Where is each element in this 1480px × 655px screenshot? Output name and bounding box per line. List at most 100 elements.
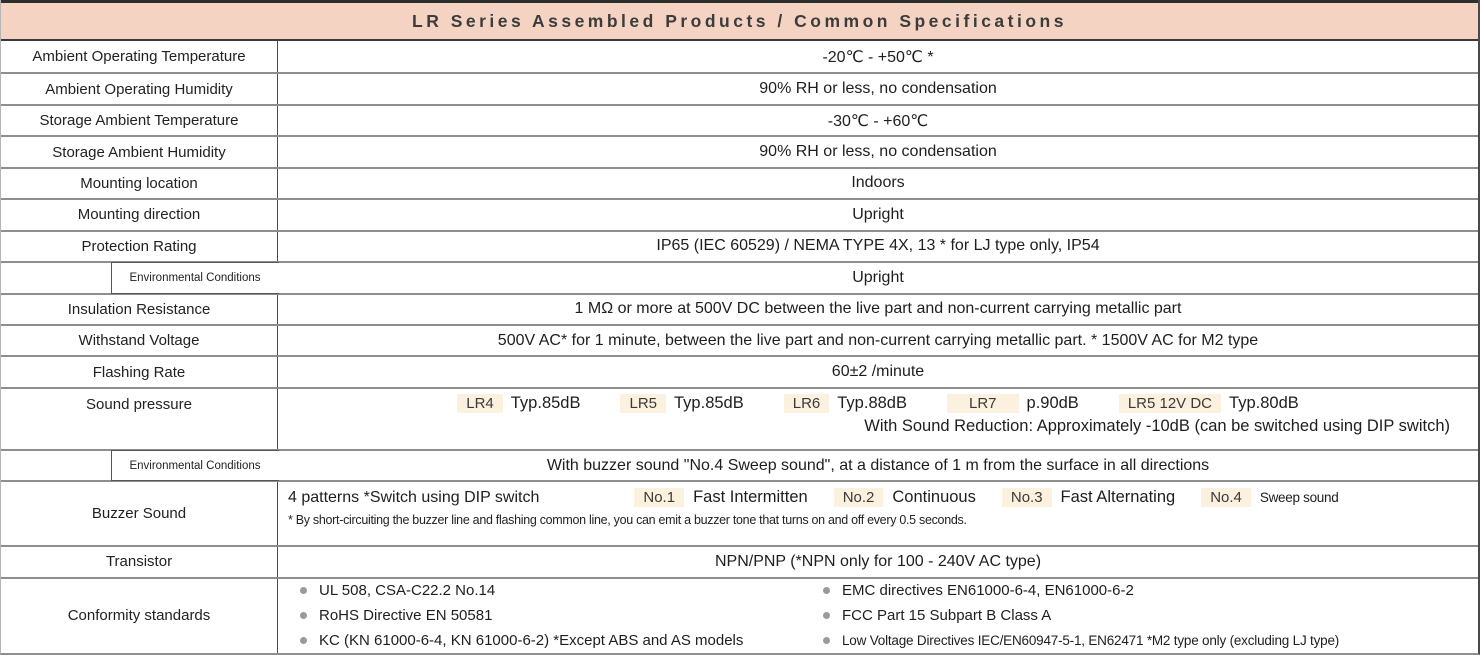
table-header: LR Series Assembled Products / Common Sp…	[1, 0, 1478, 41]
row-label: Insulation Resistance	[1, 294, 278, 324]
conformity-columns: UL 508, CSA-C22.2 No.14 RoHS Directive E…	[278, 578, 1478, 653]
pattern-name: Fast Intermitten	[693, 488, 808, 507]
sound-item: LR5 Typ.85dB	[620, 393, 744, 413]
conformity-column-1: UL 508, CSA-C22.2 No.14 RoHS Directive E…	[278, 578, 823, 653]
sound-item: LR4 Typ.85dB	[457, 393, 581, 413]
buzzer-sound-row: Buzzer Sound 4 patterns *Switch using DI…	[1, 480, 1478, 546]
list-item: KC (KN 61000-6-4, KN 61000-6-2) *Except …	[300, 628, 823, 653]
row-label: Storage Ambient Humidity	[1, 137, 278, 167]
table-row: Withstand Voltage 500V AC* for 1 minute,…	[1, 323, 1478, 356]
row-label: Storage Ambient Temperature	[1, 105, 278, 136]
sound-value-text: Typ.80dB	[1229, 393, 1299, 412]
sound-pressure-values: LR4 Typ.85dB LR5 Typ.85dB LR6 Typ.88dB L…	[278, 393, 1478, 413]
row-value: With buzzer sound "No.4 Sweep sound", at…	[546, 456, 1210, 474]
row-value: IP65 (IEC 60529) / NEMA TYPE 4X, 13 * fo…	[656, 237, 1100, 255]
row-label: Withstand Voltage	[1, 325, 278, 356]
row-value: LR4 Typ.85dB LR5 Typ.85dB LR6 Typ.88dB L…	[278, 389, 1478, 449]
row-value: 1 MΩ or more at 500V DC between the live…	[574, 300, 1182, 318]
buzzer-pattern: No.1 Fast Intermitten	[634, 488, 808, 508]
row-value: NPN/PNP (*NPN only for 100 - 240V AC typ…	[714, 552, 1042, 570]
bullet-icon	[300, 587, 307, 595]
row-label: Conformity standards	[1, 578, 278, 653]
bullet-icon	[823, 587, 830, 595]
environmental-conditions-sublabel: Environmental Conditions	[110, 262, 279, 294]
sound-item: LR5 12V DC Typ.80dB	[1118, 393, 1299, 413]
sound-value-text: Typ.88dB	[837, 393, 907, 412]
list-item: EMC directives EN61000-6-4, EN61000-6-2	[823, 578, 1478, 603]
table-row: Environmental Conditions Upright	[1, 261, 1478, 294]
row-label: Protection Rating	[1, 231, 278, 262]
sound-value-text: Typ.85dB	[510, 393, 581, 412]
model-badge: LR5	[620, 393, 667, 413]
row-value: Upright	[852, 268, 904, 286]
row-label: Ambient Operating Temperature	[1, 41, 278, 73]
row-value: -20℃ - +50℃ *	[822, 48, 934, 66]
row-value: 500V AC* for 1 minute, between the live …	[497, 331, 1259, 349]
table-row: Mounting location Indoors	[1, 166, 1478, 199]
standard-text: FCC Part 15 Subpart B Class A	[842, 607, 1052, 625]
row-label: Ambient Operating Humidity	[1, 74, 278, 104]
standard-text: EMC directives EN61000-6-4, EN61000-6-2	[842, 582, 1134, 600]
sound-reduction-note: With Sound Reduction: Approximately -10d…	[864, 416, 1450, 435]
row-value: Indoors	[851, 174, 905, 192]
buzzer-patterns: 4 patterns *Switch using DIP switch No.1…	[288, 488, 1478, 508]
list-item: FCC Part 15 Subpart B Class A	[823, 603, 1478, 628]
standard-text: UL 508, CSA-C22.2 No.14	[319, 582, 496, 600]
model-badge: LR5 12V DC	[1118, 393, 1222, 413]
row-value: UL 508, CSA-C22.2 No.14 RoHS Directive E…	[278, 579, 1478, 653]
pattern-number-badge: No.1	[634, 488, 685, 508]
table-row: Protection Rating IP65 (IEC 60529) / NEM…	[1, 229, 1478, 262]
bullet-icon	[823, 612, 830, 620]
list-item: UL 508, CSA-C22.2 No.14	[300, 578, 823, 603]
environmental-conditions-sublabel: Environmental Conditions	[110, 449, 279, 482]
row-label: Flashing Rate	[1, 357, 278, 387]
sound-pressure-row: Sound pressure LR4 Typ.85dB LR5 Typ.85dB…	[1, 386, 1478, 449]
list-item: Low Voltage Directives IEC/EN60947-5-1, …	[823, 628, 1478, 653]
bullet-icon	[300, 637, 307, 645]
table-row: Environmental Conditions With buzzer sou…	[1, 448, 1478, 482]
row-label: Mounting direction	[1, 200, 278, 230]
buzzer-intro-text: 4 patterns *Switch using DIP switch	[288, 488, 540, 506]
table-row: Mounting direction Upright	[1, 198, 1478, 230]
sound-value-text: Typ.85dB	[674, 393, 744, 412]
model-badge: LR4	[457, 393, 503, 413]
pattern-name: Fast Alternating	[1060, 488, 1176, 507]
row-value: 90% RH or less, no condensation	[759, 143, 997, 161]
standard-text: Low Voltage Directives IEC/EN60947-5-1, …	[842, 633, 1340, 649]
bullet-icon	[300, 612, 307, 620]
table-row: Storage Ambient Humidity 90% RH or less,…	[1, 135, 1478, 167]
row-label: Transistor	[1, 547, 278, 577]
pattern-name: Continuous	[892, 488, 976, 507]
pattern-number-badge: No.2	[833, 488, 884, 508]
row-label: Mounting location	[1, 168, 278, 199]
buzzer-footnote: * By short-circuiting the buzzer line an…	[288, 512, 967, 528]
sound-value-text: p.90dB	[1026, 393, 1079, 412]
sound-item: LR7 p.90dB	[946, 393, 1079, 413]
row-label: Environmental Conditions	[1, 449, 279, 482]
row-value: -30℃ - +60℃	[827, 112, 929, 130]
table-row: Ambient Operating Humidity 90% RH or les…	[1, 72, 1478, 104]
conformity-standards-row: Conformity standards UL 508, CSA-C22.2 N…	[1, 576, 1478, 653]
table-row: Flashing Rate 60±2 /minute	[1, 355, 1478, 387]
buzzer-pattern: No.4 Sweep sound	[1201, 488, 1339, 508]
standard-text: KC (KN 61000-6-4, KN 61000-6-2) *Except …	[319, 632, 744, 650]
conformity-column-2: EMC directives EN61000-6-4, EN61000-6-2 …	[823, 578, 1478, 653]
table-row: Insulation Resistance 1 MΩ or more at 50…	[1, 292, 1478, 324]
table-row: Transistor NPN/PNP (*NPN only for 100 - …	[1, 545, 1478, 577]
page-title: LR Series Assembled Products / Common Sp…	[412, 10, 1067, 31]
pattern-name: Sweep sound	[1259, 490, 1339, 506]
buzzer-pattern: No.3 Fast Alternating	[1001, 488, 1176, 508]
row-value: 60±2 /minute	[831, 363, 925, 381]
list-item: RoHS Directive EN 50581	[300, 603, 823, 628]
row-value: Upright	[852, 205, 904, 223]
row-label: Sound pressure	[1, 388, 278, 449]
model-badge: LR6	[783, 393, 830, 413]
table-row: Ambient Operating Temperature -20℃ - +50…	[1, 41, 1478, 73]
row-label: Environmental Conditions	[1, 262, 279, 294]
pattern-number-badge: No.3	[1001, 488, 1052, 508]
row-value: 4 patterns *Switch using DIP switch No.1…	[278, 482, 1478, 545]
pattern-number-badge: No.4	[1201, 488, 1251, 508]
row-value: 90% RH or less, no condensation	[759, 80, 997, 98]
sound-item: LR6 Typ.88dB	[783, 393, 907, 413]
